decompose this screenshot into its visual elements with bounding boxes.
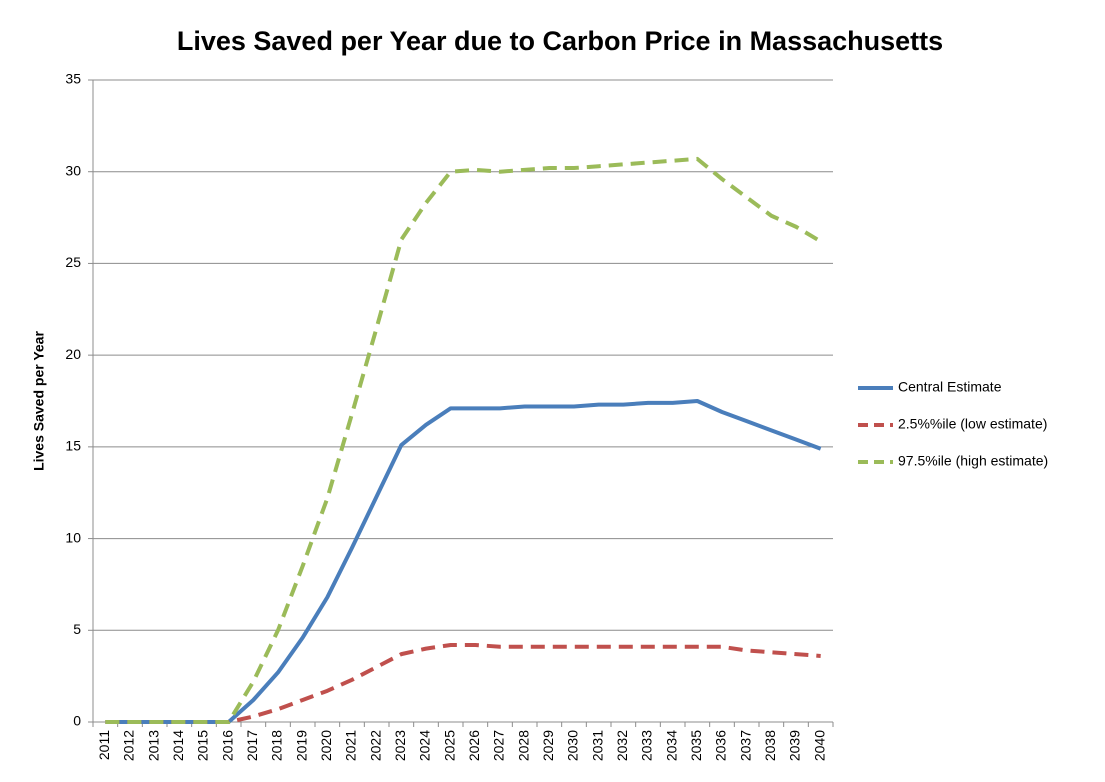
y-tick-label: 0 xyxy=(73,713,81,729)
x-tick-label: 2015 xyxy=(195,730,211,761)
y-axis-label: Lives Saved per Year xyxy=(31,331,47,471)
x-tick-label: 2011 xyxy=(96,730,112,760)
x-tick-label: 2040 xyxy=(811,730,827,761)
x-tick-label: 2037 xyxy=(737,730,753,761)
y-tick-label: 10 xyxy=(65,529,81,545)
x-tick-label: 2031 xyxy=(589,730,605,761)
x-tick-label: 2013 xyxy=(145,730,161,761)
x-tick-label: 2022 xyxy=(367,730,383,761)
x-tick-label: 2019 xyxy=(293,730,309,761)
chart-title: Lives Saved per Year due to Carbon Price… xyxy=(177,26,943,56)
x-tick-label: 2014 xyxy=(170,730,186,761)
x-tick-label: 2038 xyxy=(762,730,778,761)
x-tick-label: 2030 xyxy=(565,730,581,761)
x-tick-label: 2032 xyxy=(614,730,630,761)
y-tick-label: 35 xyxy=(65,71,81,87)
x-tick-label: 2017 xyxy=(244,730,260,761)
y-tick-label: 20 xyxy=(65,346,81,362)
x-tick-label: 2023 xyxy=(392,730,408,761)
legend-label: 2.5%%ile (low estimate) xyxy=(898,416,1047,432)
y-tick-label: 25 xyxy=(65,254,81,270)
x-tick-label: 2024 xyxy=(417,730,433,761)
legend-label: Central Estimate xyxy=(898,379,1002,395)
x-tick-label: 2028 xyxy=(515,730,531,761)
x-tick-label: 2020 xyxy=(318,730,334,761)
x-tick-label: 2016 xyxy=(219,730,235,761)
y-tick-label: 5 xyxy=(73,621,81,637)
legend-label: 97.5%ile (high estimate) xyxy=(898,453,1048,469)
y-tick-label: 30 xyxy=(65,162,81,178)
x-tick-label: 2027 xyxy=(491,730,507,761)
y-tick-label: 15 xyxy=(65,438,81,454)
x-tick-label: 2021 xyxy=(343,730,359,761)
x-tick-label: 2035 xyxy=(688,730,704,761)
x-tick-label: 2018 xyxy=(269,730,285,761)
line-series xyxy=(105,156,822,724)
x-tick-label: 2026 xyxy=(466,730,482,761)
x-tick-label: 2036 xyxy=(713,730,729,761)
x-tick-label: 2025 xyxy=(441,730,457,761)
x-tick-label: 2012 xyxy=(121,730,137,761)
x-tick-label: 2033 xyxy=(639,730,655,761)
x-tick-label: 2029 xyxy=(540,730,556,761)
x-tick-label: 2039 xyxy=(787,730,803,761)
x-tick-label: 2034 xyxy=(663,730,679,761)
